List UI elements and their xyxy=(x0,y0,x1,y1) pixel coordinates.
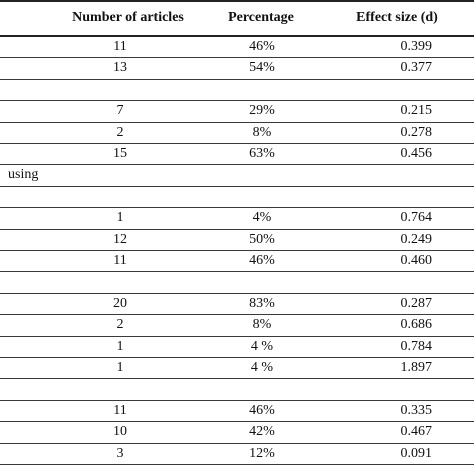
cell-effect-size: 0.335 xyxy=(400,402,433,418)
cell-percentage: 46% xyxy=(249,253,275,268)
cell-effect-size: 1.897 xyxy=(400,360,433,375)
row-divider xyxy=(0,378,474,380)
header-col-effect-size: Effect size (d) xyxy=(356,10,438,25)
header-col-articles: Number of articles xyxy=(72,10,184,25)
cell-percentage: 50% xyxy=(249,231,275,247)
row-divider xyxy=(0,164,474,166)
cell-effect-size: 0.377 xyxy=(400,60,433,76)
cell-articles: 11 xyxy=(113,253,127,268)
cell-articles: 20 xyxy=(113,295,127,311)
cell-effect-size: 0.784 xyxy=(400,338,433,354)
cell-effect-size: 0.467 xyxy=(400,424,433,440)
row-divider xyxy=(0,207,474,209)
row-divider xyxy=(0,335,474,337)
row-divider xyxy=(0,357,474,358)
cell-percentage: 46% xyxy=(249,402,275,418)
row-divider xyxy=(0,185,474,187)
cell-effect-size: 0.399 xyxy=(400,39,433,54)
cell-percentage: 63% xyxy=(249,146,275,161)
row-divider xyxy=(0,314,474,316)
row-divider xyxy=(0,100,474,102)
cell-articles: 12 xyxy=(113,231,127,247)
row-divider xyxy=(0,78,474,80)
cell-percentage: 4% xyxy=(252,210,272,226)
cell-effect-size: 0.287 xyxy=(400,295,433,311)
cell-articles: 7 xyxy=(116,103,124,119)
row-divider xyxy=(0,250,474,251)
row-label: using xyxy=(8,167,39,183)
cell-articles: 11 xyxy=(113,402,127,418)
cell-effect-size: 0.278 xyxy=(400,124,433,140)
header-bottom-rule xyxy=(0,35,474,37)
cell-percentage: 83% xyxy=(249,295,275,311)
cell-articles: 1 xyxy=(116,338,124,354)
cell-articles: 10 xyxy=(113,424,127,440)
row-divider xyxy=(0,292,474,294)
cell-percentage: 29% xyxy=(249,103,275,119)
header-col-percentage: Percentage xyxy=(228,10,294,25)
row-divider xyxy=(0,442,474,444)
row-divider xyxy=(0,57,474,59)
cell-percentage: 54% xyxy=(249,60,275,76)
table-top-rule xyxy=(0,0,474,2)
cell-effect-size: 0.764 xyxy=(400,210,433,226)
cell-effect-size: 0.460 xyxy=(400,253,433,268)
row-divider xyxy=(0,228,474,230)
cell-articles: 2 xyxy=(116,124,124,140)
cell-articles: 3 xyxy=(116,445,124,461)
cell-articles: 1 xyxy=(116,210,124,226)
cell-articles: 15 xyxy=(113,146,127,161)
cell-percentage: 8% xyxy=(252,317,272,333)
row-divider xyxy=(0,399,474,401)
row-divider xyxy=(0,421,474,423)
cell-percentage: 4 % xyxy=(250,360,274,375)
cell-percentage: 8% xyxy=(252,124,272,140)
cell-percentage: 46% xyxy=(249,39,275,54)
cell-articles: 1 xyxy=(116,360,124,375)
row-divider xyxy=(0,143,474,144)
cell-percentage: 12% xyxy=(249,445,275,461)
cell-effect-size: 0.215 xyxy=(400,103,433,119)
cell-articles: 2 xyxy=(116,317,124,333)
cell-effect-size: 0.686 xyxy=(400,317,433,333)
cell-percentage: 4 % xyxy=(250,338,274,354)
cell-effect-size: 0.456 xyxy=(400,146,433,161)
cell-articles: 11 xyxy=(113,39,127,54)
row-divider xyxy=(0,464,474,465)
cell-effect-size: 0.249 xyxy=(400,231,433,247)
row-divider xyxy=(0,271,474,273)
cell-articles: 13 xyxy=(113,60,127,76)
cell-percentage: 42% xyxy=(249,424,275,440)
cell-effect-size: 0.091 xyxy=(400,445,433,461)
row-divider xyxy=(0,121,474,123)
